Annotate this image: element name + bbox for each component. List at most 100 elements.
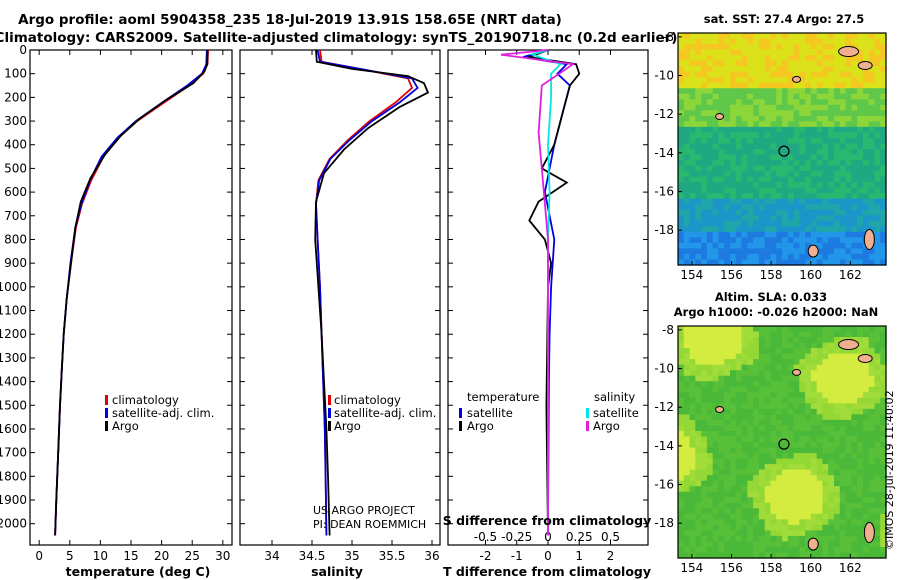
map-cell	[764, 187, 772, 194]
map-cell	[787, 154, 795, 161]
map-cell	[799, 66, 806, 73]
map-cell	[799, 425, 806, 432]
map-cell	[764, 132, 772, 139]
map-cell	[839, 469, 847, 476]
map-cell	[770, 375, 777, 382]
map-cell	[793, 386, 800, 393]
map-cell	[718, 132, 725, 139]
map-cell	[735, 99, 743, 106]
map-cell	[701, 552, 708, 559]
map-cell	[706, 88, 714, 95]
map-cell	[735, 436, 743, 443]
map-cell	[758, 248, 766, 255]
map-cell	[758, 464, 766, 471]
map-cell	[706, 513, 714, 520]
map-cell	[776, 375, 783, 382]
map-cell	[874, 458, 881, 465]
map-cell	[810, 326, 818, 333]
map-cell	[758, 475, 766, 482]
map-cell	[862, 198, 870, 205]
map-cell	[776, 508, 783, 515]
map-cell	[782, 502, 789, 509]
map-cell	[810, 530, 818, 537]
map-cell	[828, 370, 835, 377]
map-cell	[706, 326, 714, 333]
map-cell	[880, 331, 887, 338]
map-cell	[678, 165, 685, 172]
map-cell	[701, 458, 708, 465]
map-cell	[862, 193, 870, 200]
map-cell	[857, 44, 864, 51]
map-cell	[782, 182, 789, 189]
map-cell	[764, 82, 772, 89]
map-cell	[868, 154, 876, 161]
map-cell	[816, 38, 824, 45]
map-cell	[741, 491, 748, 498]
map-cell	[701, 524, 708, 531]
map-cell	[689, 497, 696, 504]
map-cell	[776, 408, 783, 415]
map-cell	[741, 408, 748, 415]
map-cell	[868, 397, 876, 404]
map-cell	[701, 486, 708, 493]
map-cell	[845, 392, 852, 399]
map-cell	[857, 513, 864, 520]
map-cell	[880, 326, 887, 333]
map-cell	[718, 370, 725, 377]
map-cell	[683, 403, 691, 410]
map-cell	[857, 176, 864, 183]
map-cell	[741, 49, 748, 56]
map-cell	[828, 88, 835, 95]
map-cell	[718, 425, 725, 432]
map-cell	[874, 436, 881, 443]
map-cell	[799, 331, 806, 338]
map-cell	[701, 502, 708, 509]
map-cell	[701, 204, 708, 211]
map-cell	[730, 442, 737, 449]
map-cell	[880, 414, 887, 421]
map-cell	[816, 93, 824, 100]
map-cell	[747, 541, 754, 548]
map-cell	[857, 49, 864, 56]
map-cell	[787, 337, 795, 344]
map-cell	[828, 535, 835, 543]
map-cell	[718, 104, 725, 111]
map-cell	[735, 88, 743, 95]
map-cell	[764, 508, 772, 515]
map-cell	[810, 464, 818, 471]
map-cell	[782, 49, 789, 56]
map-cell	[735, 403, 743, 410]
map-cell	[683, 176, 691, 183]
map-cell	[880, 480, 887, 487]
map-cell	[712, 93, 720, 100]
map-cell	[810, 110, 818, 117]
map-cell	[793, 408, 800, 415]
map-cell	[724, 198, 731, 205]
map-cell	[758, 149, 766, 156]
map-cell	[845, 497, 852, 504]
map-cell	[770, 464, 777, 471]
map-cell	[770, 137, 777, 145]
map-cell	[701, 359, 708, 366]
map-cell	[741, 419, 748, 427]
map-cell	[695, 408, 702, 415]
map-cell	[857, 502, 864, 509]
map-cell	[828, 342, 835, 349]
map-cell	[712, 104, 720, 111]
map-cell	[782, 453, 789, 460]
map-cell	[753, 502, 760, 509]
map-cell	[718, 458, 725, 465]
map-cell	[874, 143, 881, 150]
map-cell	[880, 38, 887, 45]
map-cell	[706, 182, 714, 189]
map-lon-label: 154	[680, 268, 703, 282]
map-cell	[822, 165, 829, 172]
map-cell	[874, 524, 881, 531]
map-cell	[816, 326, 824, 333]
map-cell	[730, 386, 737, 393]
map-cell	[845, 149, 852, 156]
map-cell	[810, 348, 818, 355]
map-cell	[805, 392, 812, 399]
map-cell	[822, 458, 829, 465]
map-cell	[839, 348, 847, 355]
